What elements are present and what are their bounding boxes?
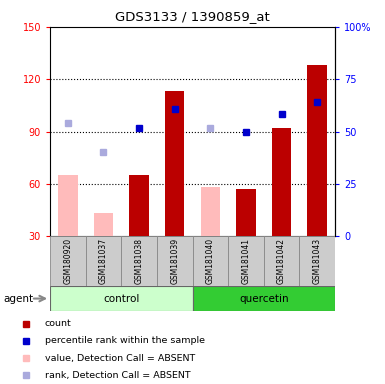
- Bar: [272, 128, 291, 236]
- Bar: [165, 91, 184, 236]
- Text: GSM181042: GSM181042: [277, 238, 286, 284]
- Bar: [58, 175, 78, 236]
- Text: GSM181041: GSM181041: [241, 238, 250, 284]
- Text: control: control: [103, 293, 139, 304]
- Bar: [192, 286, 335, 311]
- Bar: [94, 214, 113, 236]
- Title: GDS3133 / 1390859_at: GDS3133 / 1390859_at: [115, 10, 270, 23]
- Text: GSM181040: GSM181040: [206, 238, 215, 284]
- Bar: [264, 236, 300, 286]
- Text: GSM181037: GSM181037: [99, 238, 108, 284]
- Text: GSM180920: GSM180920: [64, 238, 72, 284]
- Text: count: count: [45, 319, 71, 328]
- Bar: [307, 65, 327, 236]
- Bar: [50, 236, 85, 286]
- Bar: [192, 236, 228, 286]
- Text: agent: agent: [4, 293, 34, 304]
- Bar: [50, 286, 192, 311]
- Text: quercetin: quercetin: [239, 293, 288, 304]
- Text: GSM181043: GSM181043: [313, 238, 321, 284]
- Bar: [300, 236, 335, 286]
- Bar: [157, 236, 192, 286]
- Text: GSM181038: GSM181038: [135, 238, 144, 284]
- Text: GSM181039: GSM181039: [170, 238, 179, 284]
- Bar: [121, 236, 157, 286]
- Text: value, Detection Call = ABSENT: value, Detection Call = ABSENT: [45, 354, 195, 362]
- Bar: [85, 236, 121, 286]
- Text: percentile rank within the sample: percentile rank within the sample: [45, 336, 205, 345]
- Bar: [201, 187, 220, 236]
- Bar: [228, 236, 264, 286]
- Bar: [129, 175, 149, 236]
- Text: rank, Detection Call = ABSENT: rank, Detection Call = ABSENT: [45, 371, 190, 380]
- Bar: [236, 189, 256, 236]
